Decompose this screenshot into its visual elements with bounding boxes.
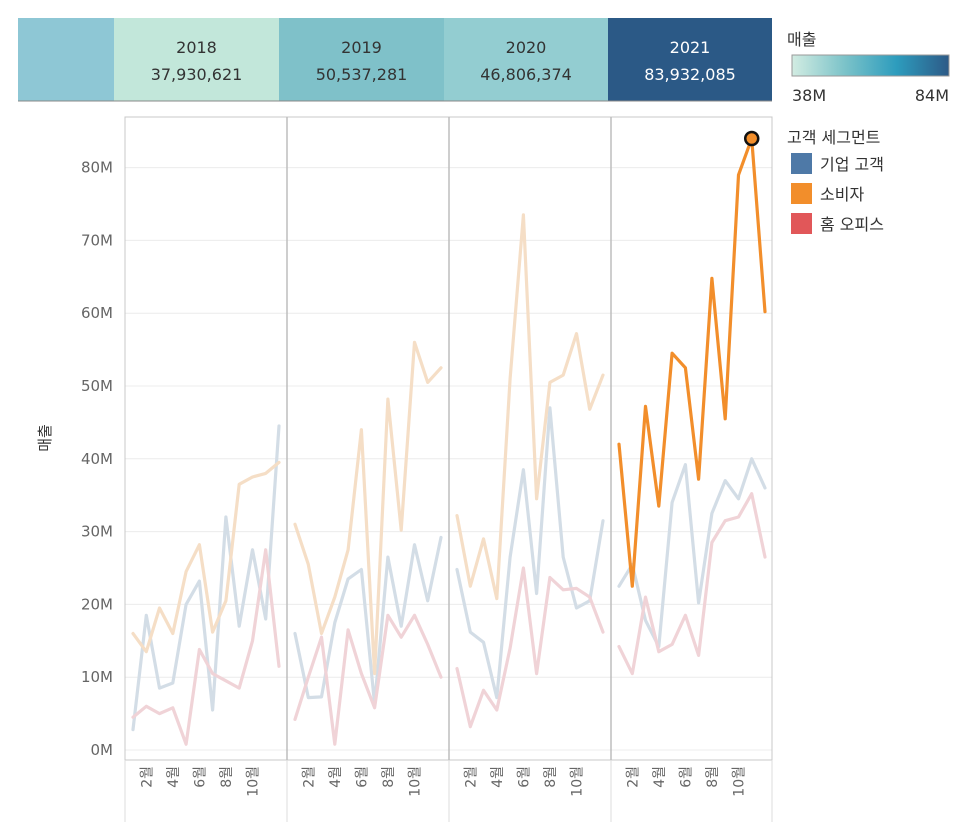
series-line-홈-오피스-2021[interactable] <box>617 492 767 676</box>
month-tick-label: 4월 <box>490 766 506 788</box>
legend-label: 소비자 <box>820 185 864 204</box>
series-line-소비자-2020[interactable] <box>455 213 605 601</box>
y-tick-label: 20M <box>81 595 113 613</box>
year-header-2019[interactable]: 2019 50,537,281 <box>279 18 444 101</box>
year-label: 2019 <box>341 38 382 57</box>
year-label: 2018 <box>176 38 217 57</box>
series-line-홈-오피스-2018[interactable] <box>131 548 281 746</box>
month-tick-label: 6월 <box>678 766 694 788</box>
axes: 매출 0M 10M 20M 30M 40M 50M 60M 70M 80M 2월 4월 6월 8월 10월… <box>36 159 747 797</box>
year-total-sales: 83,932,085 <box>644 65 736 84</box>
legend-item-기업-고객[interactable]: 기업 고객 <box>791 153 884 174</box>
legend-item-소비자[interactable]: 소비자 <box>791 183 864 204</box>
series-line-소비자-2021[interactable] <box>617 136 767 588</box>
color-legend-gradient[interactable] <box>791 54 950 77</box>
y-tick-label: 0M <box>91 741 114 759</box>
y-tick-label: 80M <box>81 159 113 177</box>
month-tick-label: 2월 <box>463 766 479 788</box>
series-lines <box>131 130 767 746</box>
month-tick-label: 10월 <box>731 766 747 797</box>
highlighted-data-point[interactable] <box>743 130 760 147</box>
month-tick-label: 10월 <box>245 766 261 797</box>
year-header-2021[interactable]: 2021 83,932,085 <box>608 18 772 101</box>
month-tick-label: 6월 <box>354 766 370 788</box>
plot-area <box>124 116 773 822</box>
segment-legend-title: 고객 세그먼트 <box>787 128 880 147</box>
year-header-cell[interactable] <box>114 18 279 101</box>
month-tick-label: 8월 <box>219 766 235 788</box>
y-axis-title: 매출 <box>36 424 54 452</box>
year-label: 2021 <box>670 38 711 57</box>
y-tick-label: 70M <box>81 231 113 249</box>
color-legend-title: 매출 <box>787 30 816 49</box>
legend-swatch <box>791 153 812 174</box>
header-blank-cell <box>18 18 114 101</box>
month-tick-label: 2월 <box>139 766 155 788</box>
year-label: 2020 <box>506 38 547 57</box>
series-line-기업-고객-2020[interactable] <box>455 406 605 700</box>
legend-swatch <box>791 183 812 204</box>
series-line-기업-고객-2019[interactable] <box>293 535 443 706</box>
month-tick-label: 4월 <box>652 766 668 788</box>
series-line-소비자-2019[interactable] <box>293 340 443 676</box>
year-total-sales: 50,537,281 <box>316 65 408 84</box>
series-line-소비자-2018[interactable] <box>131 460 281 654</box>
month-tick-label: 6월 <box>192 766 208 788</box>
year-header-2018[interactable]: 2018 37,930,621 <box>114 18 279 101</box>
legend-label: 기업 고객 <box>820 155 884 174</box>
series-line-기업-고객-2018[interactable] <box>131 424 281 732</box>
year-header-row: 2018 37,930,621 2019 50,537,281 2020 46,806,3… <box>18 18 772 102</box>
year-header-cell[interactable] <box>608 18 772 101</box>
month-tick-label: 6월 <box>516 766 532 788</box>
series-line-홈-오피스-2020[interactable] <box>455 566 605 729</box>
y-tick-label: 50M <box>81 377 113 395</box>
year-header-cell[interactable] <box>279 18 444 101</box>
year-header-cell[interactable] <box>444 18 608 101</box>
year-header-2020[interactable]: 2020 46,806,374 <box>444 18 608 101</box>
month-tick-label: 2월 <box>301 766 317 788</box>
month-tick-label: 10월 <box>569 766 585 797</box>
series-line-홈-오피스-2019[interactable] <box>293 613 443 746</box>
color-legend-max: 84M <box>915 86 949 105</box>
month-tick-label: 4월 <box>166 766 182 788</box>
month-tick-label: 4월 <box>328 766 344 788</box>
y-tick-label: 10M <box>81 668 113 686</box>
month-tick-label: 8월 <box>381 766 397 788</box>
month-tick-label: 2월 <box>625 766 641 788</box>
month-tick-label: 8월 <box>705 766 721 788</box>
legend-item-홈-오피스[interactable]: 홈 오피스 <box>791 213 884 234</box>
y-tick-label: 60M <box>81 304 113 322</box>
month-tick-label: 10월 <box>407 766 423 797</box>
legend-swatch <box>791 213 812 234</box>
y-tick-label: 40M <box>81 450 113 468</box>
year-total-sales: 46,806,374 <box>480 65 572 84</box>
color-legend-min: 38M <box>792 86 826 105</box>
year-total-sales: 37,930,621 <box>151 65 243 84</box>
month-tick-label: 8월 <box>543 766 559 788</box>
legend-label: 홈 오피스 <box>820 215 884 234</box>
y-tick-label: 30M <box>81 523 113 541</box>
